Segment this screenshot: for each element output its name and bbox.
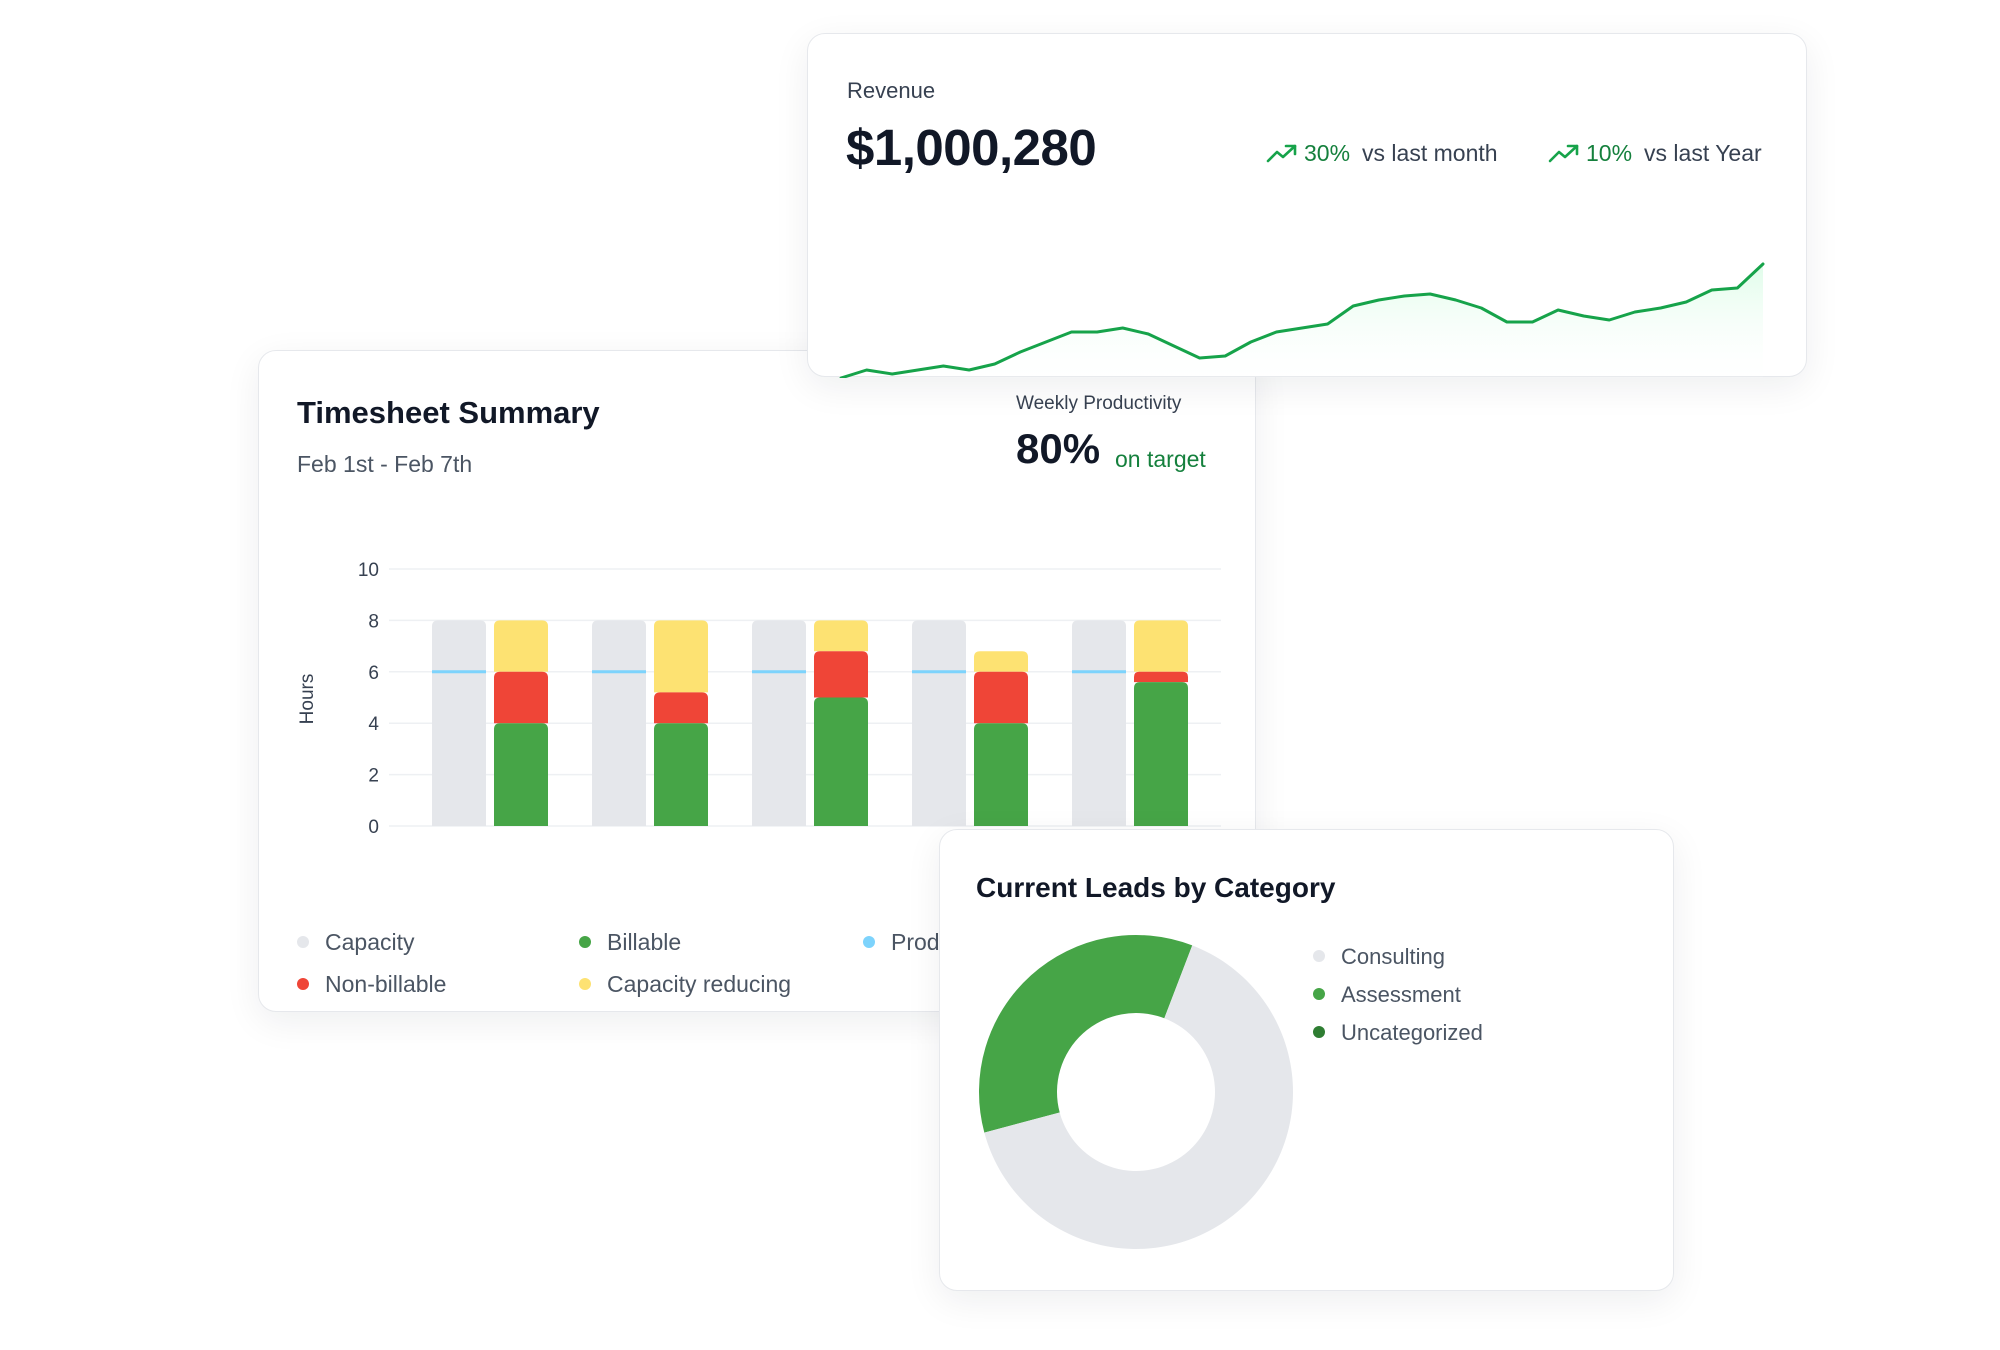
legend-dot bbox=[297, 936, 309, 948]
revenue-line bbox=[839, 262, 1765, 378]
y-axis-label: Hours bbox=[297, 674, 318, 725]
capacity-reducing-segment bbox=[974, 651, 1028, 672]
revenue-change-year: 10% vs last Year bbox=[1548, 140, 1762, 167]
legend-dot bbox=[579, 936, 591, 948]
legend-item: Billable bbox=[579, 929, 681, 956]
capacity-bar bbox=[592, 620, 646, 826]
leads-title: Current Leads by Category bbox=[976, 872, 1336, 903]
non-billable-segment bbox=[654, 692, 708, 724]
capacity-bar bbox=[1072, 620, 1126, 826]
y-tick-label: 10 bbox=[358, 560, 379, 581]
legend-label: Non-billable bbox=[325, 971, 447, 997]
weekly-productivity-label: Weekly Productivity bbox=[1016, 393, 1182, 414]
leads-donut-chart bbox=[979, 935, 1293, 1249]
billable-segment bbox=[654, 723, 708, 826]
revenue-change-year-text: vs last Year bbox=[1644, 140, 1762, 166]
donut-slice-consulting bbox=[984, 945, 1293, 1249]
y-tick-label: 8 bbox=[368, 611, 379, 632]
leads-legend-item: Assessment bbox=[1313, 982, 1461, 1008]
leads-legend-item: Consulting bbox=[1313, 944, 1445, 970]
billable-segment bbox=[974, 723, 1028, 826]
billable-segment bbox=[494, 723, 548, 826]
weekly-productivity-value: 80% bbox=[1016, 425, 1101, 472]
capacity-reducing-segment bbox=[654, 620, 708, 693]
legend-dot bbox=[863, 936, 875, 948]
timesheet-title: Timesheet Summary bbox=[297, 395, 600, 430]
timesheet-bar-chart: 0246810HoursDays bbox=[297, 560, 1221, 838]
capacity-bar bbox=[432, 620, 486, 826]
billable-segment bbox=[1134, 682, 1188, 826]
timesheet-date-range: Feb 1st - Feb 7th bbox=[297, 451, 473, 477]
leads-legend-item: Uncategorized bbox=[1313, 1020, 1483, 1046]
legend-dot bbox=[1313, 988, 1325, 1000]
y-tick-label: 2 bbox=[368, 766, 379, 787]
trend-up-icon bbox=[1548, 144, 1579, 163]
capacity-reducing-segment bbox=[1134, 620, 1188, 672]
revenue-change-month: 30% vs last month bbox=[1266, 140, 1498, 167]
revenue-change-month-percent: 30% bbox=[1304, 140, 1351, 166]
legend-dot bbox=[297, 978, 309, 990]
legend-dot bbox=[579, 978, 591, 990]
trend-up-icon bbox=[1266, 144, 1297, 163]
capacity-bar bbox=[912, 620, 966, 826]
legend-dot bbox=[1313, 950, 1325, 962]
legend-label: Capacity reducing bbox=[607, 971, 792, 997]
revenue-card: Revenue $1,000,280 30% vs last month 10% v… bbox=[807, 33, 1807, 378]
revenue-change-month-text: vs last month bbox=[1362, 140, 1498, 166]
non-billable-segment bbox=[494, 671, 548, 724]
capacity-reducing-segment bbox=[494, 620, 548, 672]
revenue-value: $1,000,280 bbox=[846, 119, 1097, 176]
donut-slice-assessment bbox=[979, 935, 1193, 1133]
capacity-bar bbox=[752, 620, 806, 826]
legend-label: Capacity bbox=[325, 929, 415, 955]
non-billable-segment bbox=[974, 671, 1028, 724]
y-tick-label: 4 bbox=[368, 714, 379, 735]
billable-segment bbox=[814, 697, 868, 826]
weekly-productivity-status: on target bbox=[1115, 446, 1206, 472]
capacity-reducing-segment bbox=[814, 620, 868, 652]
non-billable-segment bbox=[814, 651, 868, 698]
legend-label: Assessment bbox=[1341, 982, 1461, 1007]
legend-label: Consulting bbox=[1341, 944, 1445, 969]
legend-item: Capacity reducing bbox=[579, 971, 791, 998]
legend-dot bbox=[1313, 1026, 1325, 1038]
revenue-label: Revenue bbox=[847, 78, 936, 103]
y-tick-label: 6 bbox=[368, 663, 379, 684]
revenue-change-year-percent: 10% bbox=[1586, 140, 1633, 166]
timesheet-summary-card: Timesheet Summary Feb 1st - Feb 7th Week… bbox=[258, 350, 1256, 1012]
y-tick-label: 0 bbox=[368, 817, 379, 838]
revenue-area-fill bbox=[841, 264, 1763, 378]
legend-item: Capacity bbox=[297, 929, 414, 956]
legend-label: Billable bbox=[607, 929, 682, 955]
revenue-line-chart bbox=[839, 262, 1765, 378]
current-leads-card: Current Leads by Category Consulting Asse… bbox=[939, 829, 1674, 1291]
non-billable-segment bbox=[1134, 671, 1188, 683]
legend-item: Non-billable bbox=[297, 971, 446, 998]
legend-label: Uncategorized bbox=[1341, 1020, 1483, 1045]
